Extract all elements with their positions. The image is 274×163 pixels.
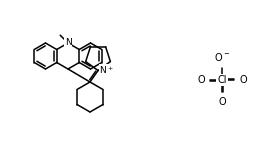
Text: O: O bbox=[218, 97, 226, 107]
Text: N: N bbox=[65, 38, 71, 47]
Text: N$^+$: N$^+$ bbox=[99, 65, 114, 76]
Text: O: O bbox=[197, 75, 205, 85]
Text: O$^-$: O$^-$ bbox=[214, 51, 230, 63]
Text: Cl: Cl bbox=[217, 75, 227, 85]
Text: O: O bbox=[239, 75, 247, 85]
